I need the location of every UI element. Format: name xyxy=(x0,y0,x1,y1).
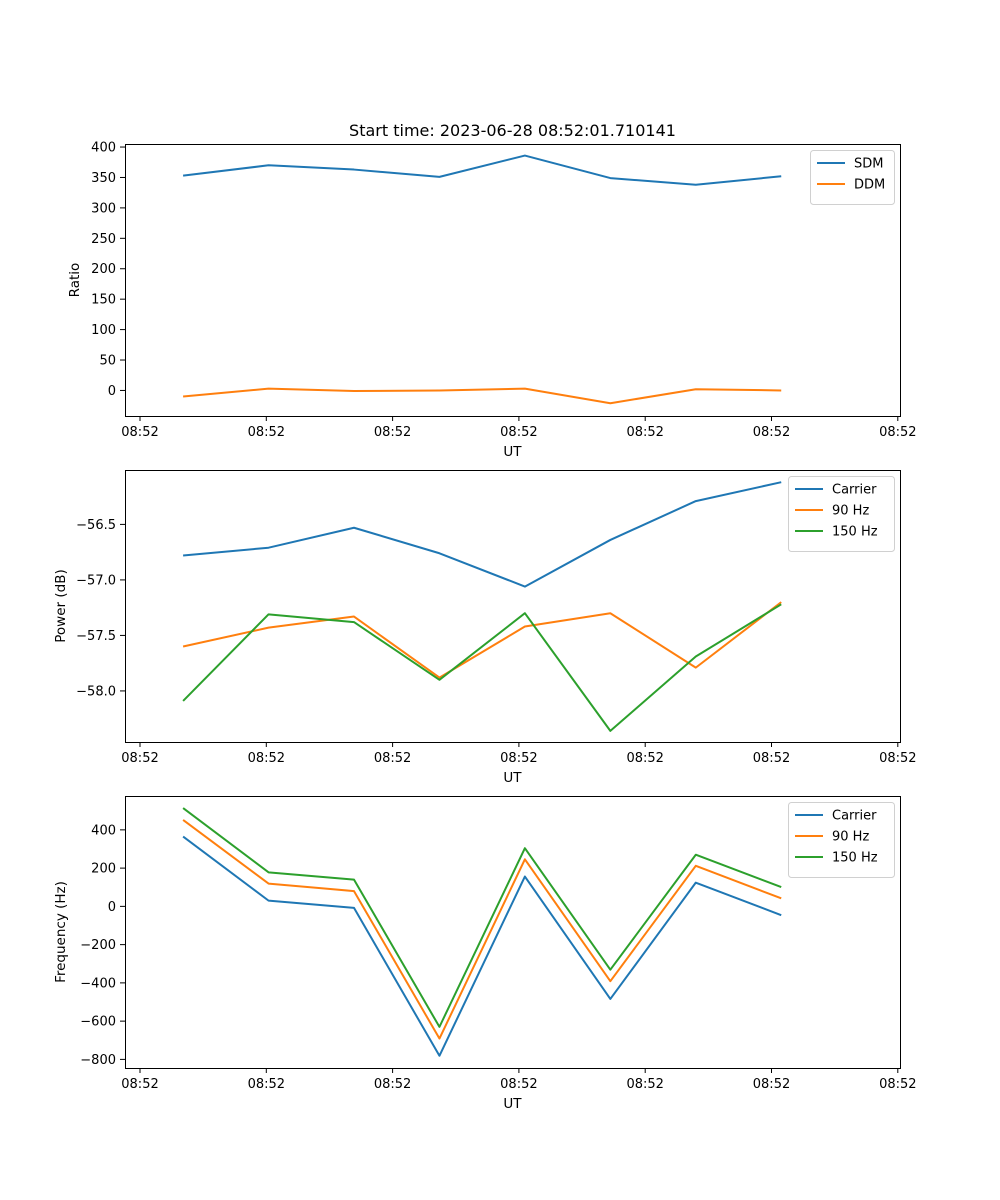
y-axis-label: Frequency (Hz) xyxy=(53,881,69,983)
y-tick-label: −200 xyxy=(80,938,116,953)
x-tick-label: 08:52 xyxy=(248,751,285,766)
y-tick-label: −58.0 xyxy=(76,684,116,699)
y-tick-label: 0 xyxy=(108,900,116,915)
series-line-sdm xyxy=(182,154,782,186)
y-tick-label: −57.5 xyxy=(76,629,116,644)
x-tick-label: 08:52 xyxy=(753,751,790,766)
series-line-carrier xyxy=(182,835,782,1057)
x-tick-label: 08:52 xyxy=(626,751,663,766)
legend-label: Carrier xyxy=(832,483,877,498)
x-axis-label: UT xyxy=(503,770,522,786)
axes-frame xyxy=(125,470,901,743)
x-tick-label: 08:52 xyxy=(500,751,537,766)
series-line-150-hz xyxy=(182,603,782,732)
legend-box xyxy=(788,476,895,552)
series-line-90-hz xyxy=(182,819,782,1040)
x-tick-label: 08:52 xyxy=(374,425,411,440)
legend: Carrier 90 Hz 150 Hz xyxy=(788,802,895,878)
chart-panel-2: 08:5208:5208:5208:5208:5208:5208:5208:53… xyxy=(53,470,917,786)
y-tick-label: 200 xyxy=(91,262,116,277)
x-axis-label: UT xyxy=(503,444,522,460)
x-tick-label: 08:52 xyxy=(626,1077,663,1092)
legend-label: 90 Hz xyxy=(832,504,869,519)
x-tick-label: 08:52 xyxy=(121,425,158,440)
legend-label: 90 Hz xyxy=(832,830,869,845)
legend-label: Carrier xyxy=(832,809,877,824)
chart-panel-1: 08:5208:5208:5208:5208:5208:5208:5208:53… xyxy=(67,121,917,460)
legend-label: 150 Hz xyxy=(832,851,878,866)
series-line-ddm xyxy=(183,387,782,405)
y-tick-label: 300 xyxy=(91,201,116,216)
x-tick-label: 08:52 xyxy=(879,1077,916,1092)
x-axis-label: UT xyxy=(503,1096,522,1112)
y-tick-label: −57.0 xyxy=(76,573,116,588)
legend-label: 150 Hz xyxy=(832,525,878,540)
y-tick-label: 250 xyxy=(91,232,116,247)
axes-frame xyxy=(125,796,901,1069)
y-tick-label: 0 xyxy=(108,384,116,399)
x-tick-label: 08:52 xyxy=(121,1077,158,1092)
axes-frame xyxy=(125,144,901,417)
y-axis-label: Power (dB) xyxy=(53,569,69,642)
legend-label: DDM xyxy=(854,178,885,193)
x-tick-label: 08:52 xyxy=(626,425,663,440)
legend-label: SDM xyxy=(854,157,883,172)
x-tick-label: 08:52 xyxy=(248,425,285,440)
x-tick-label: 08:52 xyxy=(879,751,916,766)
y-tick-label: 350 xyxy=(91,171,116,186)
series-line-90-hz xyxy=(182,601,782,679)
y-tick-label: 400 xyxy=(91,141,116,156)
legend: SDM DDM xyxy=(810,150,895,205)
x-tick-label: 08:52 xyxy=(879,425,916,440)
y-tick-label: 400 xyxy=(91,823,116,838)
x-tick-label: 08:52 xyxy=(121,751,158,766)
x-tick-label: 08:52 xyxy=(374,751,411,766)
y-axis-label: Ratio xyxy=(67,263,83,298)
x-tick-label: 08:52 xyxy=(500,425,537,440)
legend: Carrier 90 Hz 150 Hz xyxy=(788,476,895,552)
y-tick-label: 50 xyxy=(99,354,116,369)
x-tick-label: 08:52 xyxy=(753,425,790,440)
chart-panel-3: 08:5208:5208:5208:5208:5208:5208:5208:53… xyxy=(53,796,917,1112)
y-tick-label: 100 xyxy=(91,323,116,338)
y-tick-label: −800 xyxy=(80,1053,116,1068)
legend-box xyxy=(788,802,895,878)
y-tick-label: −600 xyxy=(80,1015,116,1030)
series-line-carrier xyxy=(183,481,782,588)
y-tick-label: 150 xyxy=(91,293,116,308)
x-tick-label: 08:52 xyxy=(374,1077,411,1092)
x-tick-label: 08:52 xyxy=(753,1077,790,1092)
y-tick-label: −56.5 xyxy=(76,518,116,533)
series-line-150-hz xyxy=(182,807,782,1028)
x-tick-label: 08:52 xyxy=(500,1077,537,1092)
x-tick-label: 08:52 xyxy=(248,1077,285,1092)
chart-title: Start time: 2023-06-28 08:52:01.710141 xyxy=(349,121,676,140)
y-tick-label: −400 xyxy=(80,976,116,991)
y-tick-label: 200 xyxy=(91,862,116,877)
